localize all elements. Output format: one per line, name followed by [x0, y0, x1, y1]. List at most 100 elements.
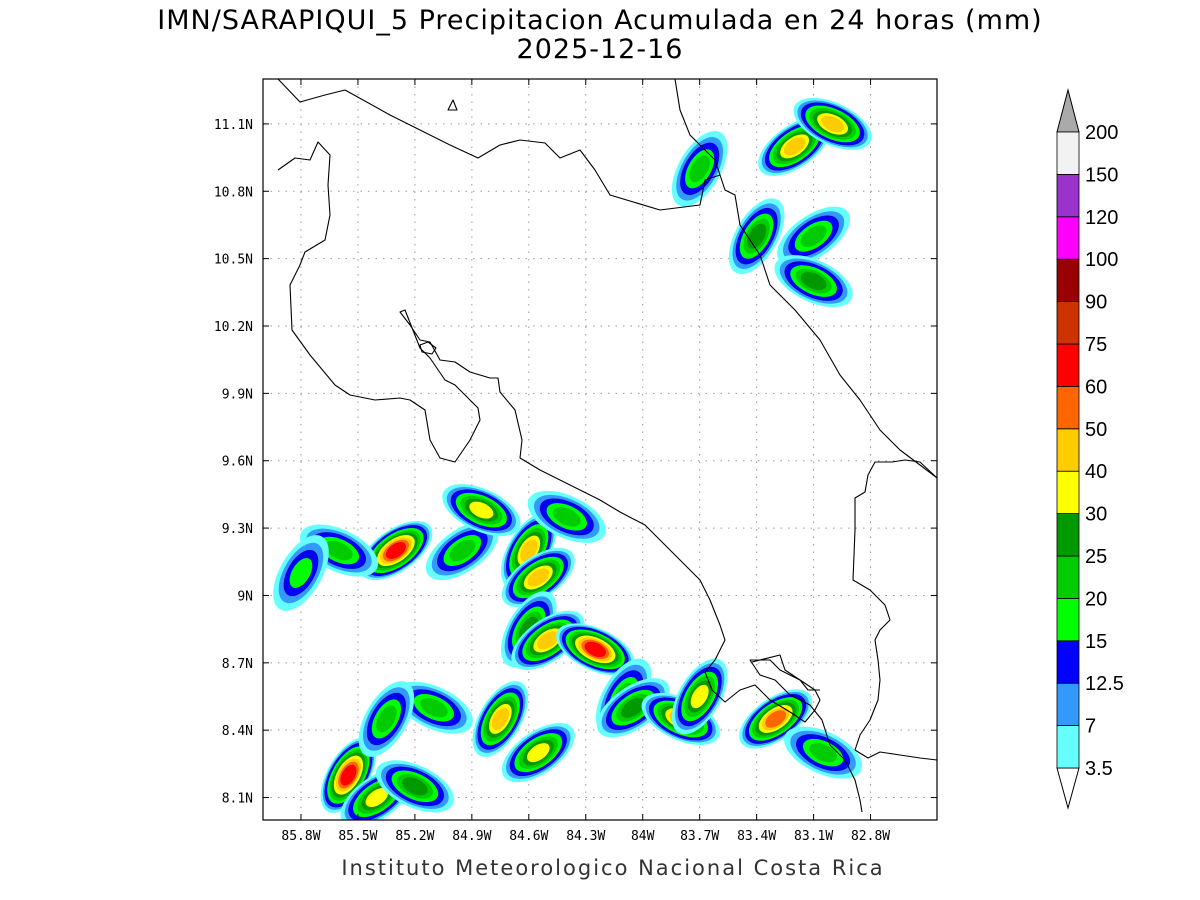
gulf-island: [419, 341, 437, 355]
rain-contour-15: [289, 558, 313, 588]
rain-contour-40: [491, 707, 509, 731]
rain-contour-30: [469, 501, 494, 519]
rain-contour-25: [621, 697, 646, 718]
rain-contour-30: [690, 684, 709, 709]
rain-contour-20: [800, 225, 827, 248]
map-background: [263, 79, 937, 820]
rain-cell: [527, 490, 606, 543]
northern-border: [719, 174, 937, 479]
colorbar-label: 50: [1085, 419, 1107, 441]
lon-tick-label: 83.7W: [680, 829, 719, 844]
lat-tick-label: 8.7N: [222, 657, 253, 672]
colorbar-swatch-3.5: [1056, 725, 1080, 769]
map-frame-group: 85.8W 85.5W 85.2W 84.9W 84.6W 84.3W 84W 83.7W 83…: [214, 78, 938, 844]
rain-contour-20: [449, 539, 476, 562]
rain-cell: [425, 520, 499, 581]
lat-tick-label: 9.9N: [222, 387, 253, 402]
colorbar-swatch-120: [1056, 173, 1080, 218]
colorbar-swatch-90: [1056, 258, 1080, 303]
lat-tick-label: 8.1N: [222, 792, 253, 807]
colorbar-label: 100: [1085, 249, 1118, 271]
colorbar-label: 12.5: [1085, 673, 1124, 695]
colorbar-swatch-50: [1056, 385, 1080, 430]
colorbar-over-arrow: [1056, 88, 1080, 133]
panama-coastline: [852, 459, 937, 761]
rain-field: [273, 97, 872, 820]
colorbar-label: 20: [1085, 588, 1107, 610]
rain-cell: [472, 681, 529, 757]
rain-cell: [777, 206, 851, 266]
rain-contour-20: [552, 507, 581, 527]
rain-contour-50: [765, 710, 787, 728]
colorbar-label: 60: [1085, 376, 1107, 398]
axis-ticks: 85.8W 85.5W 85.2W 84.9W 84.6W 84.3W 84W 83.7W 83…: [214, 79, 937, 844]
lake-nicaragua-shore: [277, 79, 721, 211]
rain-contour-40: [821, 115, 845, 133]
colorbar-swatch-7: [1056, 682, 1080, 727]
rain-contour-25: [402, 777, 428, 796]
rain-cell: [501, 723, 575, 783]
rain-cell: [739, 689, 813, 749]
rain-contour-40: [527, 568, 550, 587]
rain-cell: [501, 547, 575, 608]
colorbar-label: 90: [1085, 292, 1107, 314]
colorbar-swatch-15: [1056, 598, 1080, 642]
map-frame-border: [262, 78, 938, 821]
rain-contour-60: [584, 641, 606, 658]
rain-contour-20: [809, 742, 837, 763]
lon-tick-label: 82.8W: [851, 829, 890, 844]
rain-cell: [774, 255, 853, 308]
rain-contour-40: [536, 631, 559, 650]
colorbar-label: 15: [1085, 631, 1107, 653]
map-date: 2025-12-16: [516, 34, 684, 65]
colorbar-label: 200: [1085, 122, 1118, 144]
colorbar-swatch-60: [1056, 343, 1080, 387]
colorbar-label: 150: [1085, 164, 1118, 186]
colorbar-label: 75: [1085, 334, 1107, 356]
colorbar-label: 40: [1085, 461, 1107, 483]
colorbar-swatch-20: [1056, 555, 1080, 599]
lon-tick-label: 85.8W: [281, 829, 320, 844]
rain-cell: [671, 658, 728, 735]
lon-tick-label: 84.6W: [509, 829, 548, 844]
lon-tick-label: 85.5W: [338, 829, 377, 844]
colorbar-label: 120: [1085, 207, 1118, 229]
colorbar-swatch-12.5: [1056, 640, 1080, 684]
rain-cell: [394, 681, 473, 734]
lake-island: [447, 99, 458, 111]
lat-tick-label: 9.6N: [222, 455, 253, 470]
rain-cell: [728, 198, 785, 275]
rain-cell: [556, 623, 635, 676]
lat-tick-label: 10.2N: [214, 320, 253, 335]
lat-tick-label: 10.8N: [214, 185, 253, 200]
rain-contour-30: [365, 788, 389, 808]
colorbar-swatch-150: [1056, 131, 1080, 175]
rain-contour-60: [340, 764, 357, 786]
rain-cell: [273, 535, 329, 611]
lon-tick-label: 84W: [631, 829, 655, 844]
colorbar: 3.5 7 12.5 15 20 25 30 40 50 60 75 90 100 120 150 200: [1056, 88, 1124, 810]
lon-tick-label: 84.9W: [452, 829, 491, 844]
rain-cell: [320, 737, 377, 813]
colorbar-label: 7: [1085, 716, 1096, 738]
institution-credit: Instituto Meteorologico Nacional Costa R…: [341, 856, 885, 880]
rain-cell: [501, 512, 557, 589]
lat-tick-label: 11.1N: [214, 118, 253, 133]
rain-contour-20: [325, 540, 353, 561]
rain-cell: [359, 520, 433, 581]
colorbar-swatch-40: [1056, 428, 1080, 472]
lon-tick-label: 83.1W: [794, 829, 833, 844]
lon-tick-label: 84.3W: [566, 829, 605, 844]
colorbar-label: 30: [1085, 504, 1107, 526]
rain-contour-20: [376, 705, 397, 733]
rain-cell: [375, 760, 454, 813]
rain-cell: [783, 726, 863, 779]
rain-contour-30: [526, 743, 550, 763]
lat-tick-label: 10.5N: [214, 253, 253, 268]
colorbar-label: 25: [1085, 546, 1107, 568]
rain-contour-40: [783, 137, 806, 156]
colorbar-under-arrow: [1056, 767, 1080, 810]
rain-cell: [596, 678, 670, 738]
colorbar-swatch-30: [1056, 470, 1080, 515]
